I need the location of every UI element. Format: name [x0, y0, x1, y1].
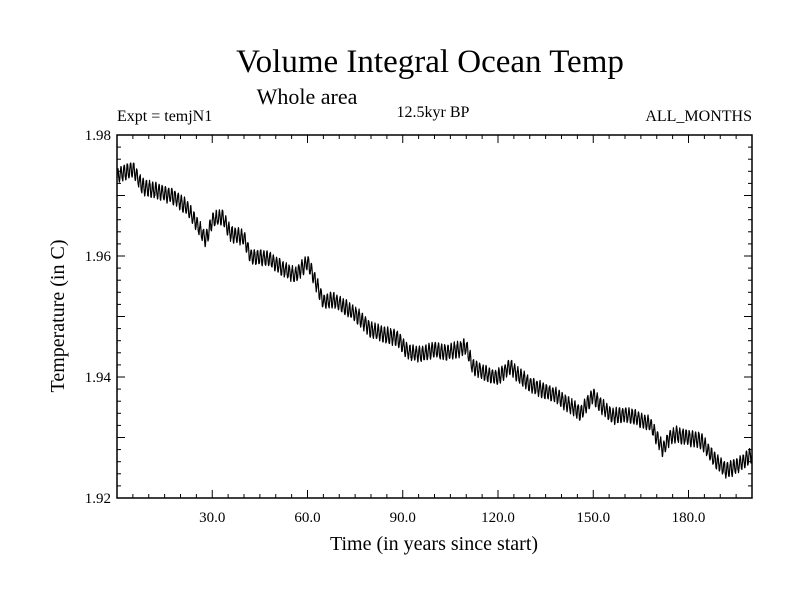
- y-tick-label: 1.96: [85, 249, 112, 265]
- plot-frame: [116, 134, 753, 499]
- months-label: ALL_MONTHS: [645, 108, 752, 125]
- period-label: 12.5kyr BP: [397, 104, 470, 121]
- temperature-series-line: [116, 162, 753, 479]
- x-axis-label: Time (in years since start): [330, 533, 538, 555]
- y-tick-label: 1.94: [85, 370, 112, 386]
- chart-title: Volume Integral Ocean Temp: [236, 44, 624, 80]
- x-tick-label: 90.0: [390, 510, 416, 526]
- x-tick-label: 30.0: [199, 510, 225, 526]
- x-tick-label: 180.0: [672, 510, 706, 526]
- x-tick-label: 120.0: [481, 510, 515, 526]
- axis-ticks: [117, 135, 752, 498]
- y-tick-label: 1.92: [85, 491, 111, 507]
- x-tick-label: 150.0: [576, 510, 610, 526]
- chart-subtitle: Whole area: [257, 84, 358, 109]
- x-tick-label: 60.0: [294, 510, 320, 526]
- tick-labels: 30.0 60.0 90.0 120.0 150.0 180.0 1.92 1.94 1.96 1…: [85, 128, 706, 526]
- y-tick-label: 1.98: [85, 128, 111, 144]
- expt-label: Expt = temjN1: [117, 108, 212, 125]
- y-axis-label: Temperature (in C): [47, 240, 69, 393]
